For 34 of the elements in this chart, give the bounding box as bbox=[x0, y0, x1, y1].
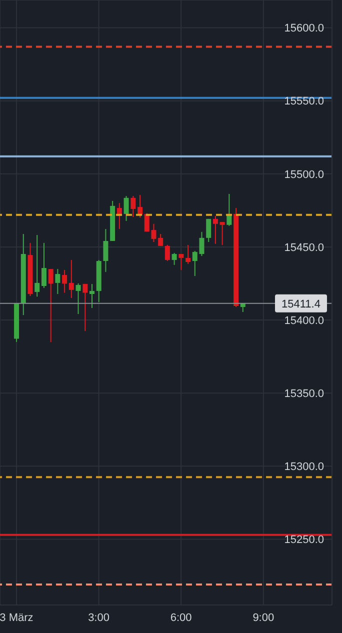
candlestick bbox=[62, 269, 68, 294]
candlestick bbox=[76, 282, 81, 315]
candlestick bbox=[206, 218, 212, 242]
candlestick bbox=[138, 194, 143, 218]
candlestick bbox=[130, 195, 136, 218]
y-tick-label: 15300.0 bbox=[284, 461, 324, 474]
x-tick-label: 3 März bbox=[0, 612, 34, 624]
candlestick bbox=[220, 221, 225, 246]
candlestick bbox=[48, 268, 54, 343]
candlestick bbox=[68, 259, 74, 298]
y-tick-label: 15500.0 bbox=[284, 168, 324, 181]
x-tick-label: 6:00 bbox=[170, 612, 192, 624]
candlestick bbox=[41, 242, 46, 289]
candlestick bbox=[186, 244, 191, 264]
x-tick-label: 3:00 bbox=[88, 612, 110, 624]
y-tick-label: 15250.0 bbox=[284, 534, 324, 546]
candlestick bbox=[158, 233, 164, 246]
candlestick bbox=[124, 195, 129, 222]
y-tick-label: 15350.0 bbox=[284, 388, 324, 400]
candlestick bbox=[212, 215, 218, 244]
y-tick-label: 15550.0 bbox=[284, 96, 324, 108]
candlestick bbox=[89, 283, 94, 309]
x-tick-label: 9:00 bbox=[252, 612, 274, 624]
candlestick bbox=[34, 234, 40, 298]
candlestick bbox=[172, 252, 177, 266]
ref-line-label: 15411.4 bbox=[282, 298, 320, 310]
candlestick bbox=[55, 268, 60, 295]
candlestick bbox=[164, 244, 170, 262]
y-tick-label: 15400.0 bbox=[284, 314, 324, 327]
candlestick bbox=[82, 283, 88, 332]
candlestick bbox=[103, 228, 108, 272]
y-tick-label: 15600.0 bbox=[284, 22, 324, 35]
candlestick bbox=[178, 253, 184, 270]
y-tick-label: 15450.0 bbox=[284, 242, 324, 254]
